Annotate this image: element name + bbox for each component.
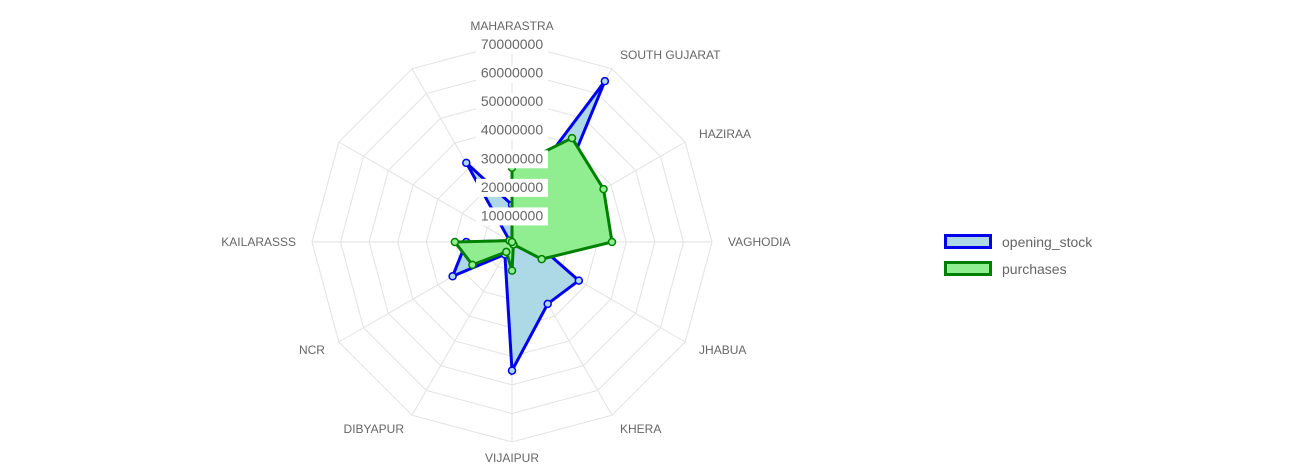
category-label-4: JHABUA [699, 343, 746, 357]
data-point-purchases-3 [607, 237, 617, 247]
tick-label-4: 40000000 [481, 122, 544, 138]
legend-label-purchases: purchases [1002, 260, 1067, 277]
category-label-7: DIBYAPUR [344, 422, 405, 436]
tick-label-2: 20000000 [481, 179, 544, 195]
data-point-purchases-6 [507, 266, 517, 275]
category-label-6: VIJAIPUR [485, 451, 539, 465]
category-label-1: SOUTH GUJARAT [620, 48, 721, 62]
legend-item-purchases[interactable]: purchases [944, 255, 1092, 282]
legend: opening_stock purchases [944, 228, 1092, 282]
data-point-purchases-7 [502, 247, 511, 257]
tick-backdrop-7 [476, 36, 548, 54]
grid-spoke-7 [411, 241, 513, 416]
tick-label-7: 70000000 [481, 36, 544, 52]
tick-backdrop-4 [476, 121, 548, 140]
legend-swatch-purchases [944, 261, 992, 276]
tick-backdrop-6 [476, 64, 548, 83]
tick-backdrop-3 [476, 150, 548, 169]
data-point-opening_stock-1 [600, 76, 610, 86]
data-point-opening_stock-4 [574, 276, 584, 285]
data-point-opening_stock-6 [507, 366, 517, 375]
legend-label-opening-stock: opening_stock [1002, 233, 1093, 250]
data-point-purchases-1 [567, 133, 577, 143]
tick-label-6: 60000000 [481, 65, 544, 81]
category-label-8: NCR [299, 343, 325, 357]
data-point-purchases-2 [599, 184, 608, 194]
tick-backdrop-5 [476, 93, 548, 112]
tick-backdrop-2 [476, 178, 548, 197]
category-label-5: KHERA [620, 422, 661, 436]
category-label-0: MAHARASTRA [470, 19, 553, 33]
tick-label-3: 30000000 [481, 150, 544, 166]
data-point-purchases-4 [537, 254, 546, 264]
tick-label-5: 50000000 [481, 93, 544, 109]
legend-swatch-opening-stock [944, 234, 992, 249]
data-point-opening_stock-8 [448, 272, 457, 281]
data-point-purchases-8 [468, 260, 477, 270]
category-label-2: HAZIRAA [699, 127, 751, 141]
category-label-3: VAGHODIA [728, 235, 790, 249]
tick-label-1: 10000000 [481, 207, 544, 223]
data-point-opening_stock-5 [543, 299, 552, 309]
data-point-opening_stock-11 [462, 158, 471, 168]
category-label-9: KAILARASSS [221, 235, 296, 249]
legend-item-opening-stock[interactable]: opening_stock [944, 228, 1092, 255]
data-point-purchases-11 [507, 237, 517, 247]
tick-backdrop-1 [476, 207, 548, 226]
data-point-purchases-9 [450, 237, 460, 247]
